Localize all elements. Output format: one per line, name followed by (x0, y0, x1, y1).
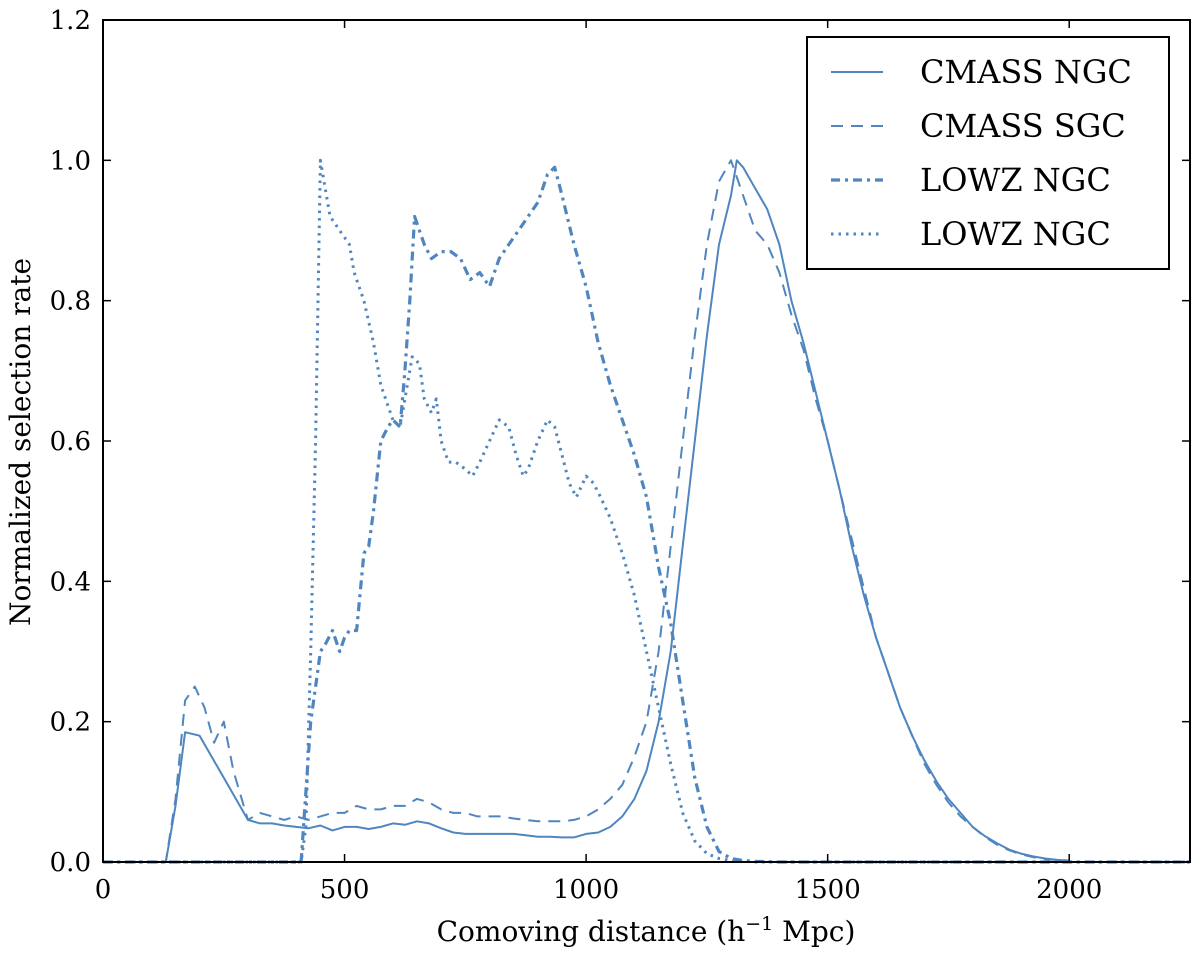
y-tick-label: 0.6 (50, 427, 91, 457)
tick-layer: 0 500 1000 1500 2000 0.0 0.2 0.4 0.6 0.8 1.0 1.2 (50, 6, 1190, 905)
x-tick-label: 2000 (1036, 875, 1102, 905)
legend: CMASS NGC CMASS SGC LOWZ NGC LOWZ NGC (806, 36, 1170, 270)
series-line-dashed-1 (103, 159, 1070, 863)
legend-label: CMASS NGC (920, 53, 1132, 91)
x-tick-label: 0 (95, 875, 112, 905)
y-tick-label: 0.2 (50, 708, 91, 738)
y-tick-label: 0.0 (50, 848, 91, 878)
x-axis-label-main: Comoving distance (h (437, 915, 746, 948)
legend-label: CMASS SGC (920, 107, 1126, 145)
x-tick-label: 1000 (553, 875, 619, 905)
x-axis-label-unit: Mpc) (773, 915, 855, 948)
legend-label: LOWZ NGC (920, 161, 1111, 199)
series-line-dotted-3 (103, 158, 1190, 864)
x-axis-label: Comoving distance (h−1 Mpc) (437, 913, 856, 948)
y-tick-label: 0.4 (50, 567, 91, 597)
y-tick-label: 1.0 (50, 146, 91, 176)
x-axis-label-exponent: −1 (745, 913, 773, 935)
y-tick-label: 0.8 (50, 287, 91, 317)
series-line-solid-0 (103, 159, 1070, 863)
series-line-dashdot-2 (103, 165, 1190, 864)
series-layer (103, 158, 1190, 864)
legend-label: LOWZ NGC (920, 215, 1111, 253)
x-tick-label: 500 (320, 875, 370, 905)
legend-box (806, 36, 1170, 270)
y-axis-label: Normalized selection rate (4, 258, 37, 626)
y-tick-label: 1.2 (50, 6, 91, 36)
x-tick-label: 1500 (795, 875, 861, 905)
